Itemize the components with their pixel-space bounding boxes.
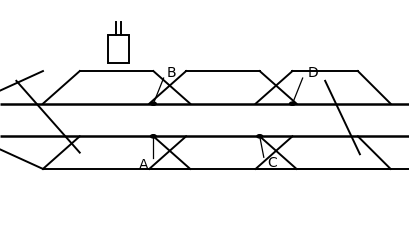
Bar	[108, 35, 129, 63]
Circle shape	[151, 102, 156, 105]
Text: D: D	[308, 66, 318, 80]
Text: C: C	[267, 156, 277, 170]
Text: B: B	[167, 66, 177, 80]
Circle shape	[151, 135, 156, 138]
Circle shape	[257, 135, 263, 138]
Text: A: A	[138, 158, 148, 172]
Circle shape	[290, 102, 295, 105]
